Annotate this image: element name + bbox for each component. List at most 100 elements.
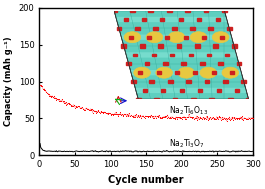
Point: [201, 116, 205, 119]
Point: [89, 109, 94, 112]
Point: [193, 117, 197, 120]
Point: [212, 118, 216, 121]
Point: [64, 101, 68, 104]
Point: [117, 113, 121, 116]
Point: [229, 117, 234, 120]
Point: [42, 88, 46, 91]
Point: [155, 115, 160, 118]
Point: [174, 115, 178, 118]
Point: [87, 109, 91, 112]
Point: [137, 116, 141, 119]
Point: [197, 118, 201, 121]
Point: [81, 107, 86, 110]
Point: [244, 117, 248, 120]
Point: [153, 115, 157, 118]
Point: [120, 113, 124, 116]
Point: [55, 98, 59, 101]
Point: [249, 116, 253, 119]
Point: [96, 109, 100, 112]
Point: [205, 115, 209, 118]
Point: [164, 115, 168, 118]
Point: [109, 113, 113, 116]
Point: [144, 115, 148, 118]
Point: [121, 113, 125, 116]
Point: [38, 84, 42, 87]
Point: [127, 112, 131, 115]
Point: [51, 97, 56, 100]
Point: [226, 117, 230, 120]
Point: [233, 118, 237, 121]
Point: [69, 103, 73, 106]
Point: [60, 98, 64, 101]
Point: [92, 109, 96, 112]
Point: [73, 106, 77, 109]
Point: [46, 92, 51, 95]
Point: [44, 90, 48, 93]
Point: [153, 114, 157, 117]
Point: [222, 116, 227, 119]
Point: [219, 117, 224, 120]
Point: [52, 94, 56, 98]
Point: [236, 117, 240, 120]
Point: [178, 116, 182, 119]
Point: [101, 111, 105, 114]
Point: [215, 116, 219, 119]
Point: [192, 117, 197, 120]
Point: [242, 116, 246, 119]
Point: [230, 115, 234, 119]
Point: [229, 117, 233, 120]
Point: [86, 107, 90, 110]
Point: [209, 117, 213, 120]
Point: [231, 118, 235, 121]
Point: [239, 115, 243, 118]
Point: [107, 112, 111, 115]
X-axis label: Cycle number: Cycle number: [108, 175, 184, 185]
Point: [72, 104, 76, 107]
Point: [170, 115, 174, 118]
Point: [158, 116, 162, 119]
Point: [169, 116, 173, 119]
Point: [111, 113, 116, 116]
Point: [244, 117, 249, 120]
Point: [100, 110, 104, 113]
Point: [53, 96, 57, 99]
Point: [210, 116, 214, 119]
Point: [186, 116, 190, 119]
Point: [102, 111, 106, 114]
Point: [143, 116, 147, 119]
Point: [50, 94, 54, 97]
Point: [136, 114, 140, 117]
Point: [183, 117, 187, 120]
Point: [147, 115, 151, 118]
Point: [200, 117, 204, 120]
Point: [145, 115, 149, 118]
Point: [83, 107, 88, 110]
Point: [246, 116, 251, 119]
Point: [163, 116, 167, 119]
Point: [182, 115, 186, 118]
Point: [76, 105, 81, 108]
Point: [221, 117, 225, 120]
Point: [159, 116, 163, 119]
Point: [121, 114, 125, 117]
Point: [170, 115, 175, 119]
Point: [224, 117, 228, 120]
Point: [189, 116, 194, 119]
Point: [126, 115, 130, 118]
Point: [207, 116, 211, 119]
Point: [145, 115, 150, 118]
Point: [59, 100, 64, 103]
Point: [94, 112, 98, 115]
Point: [95, 110, 99, 113]
Point: [97, 111, 101, 114]
Point: [217, 115, 222, 118]
Point: [108, 112, 113, 115]
Point: [130, 115, 134, 118]
Point: [223, 118, 227, 121]
Point: [51, 96, 55, 99]
Point: [99, 110, 103, 113]
Point: [111, 112, 115, 115]
Point: [175, 116, 179, 119]
Point: [205, 116, 209, 119]
Point: [206, 118, 210, 121]
